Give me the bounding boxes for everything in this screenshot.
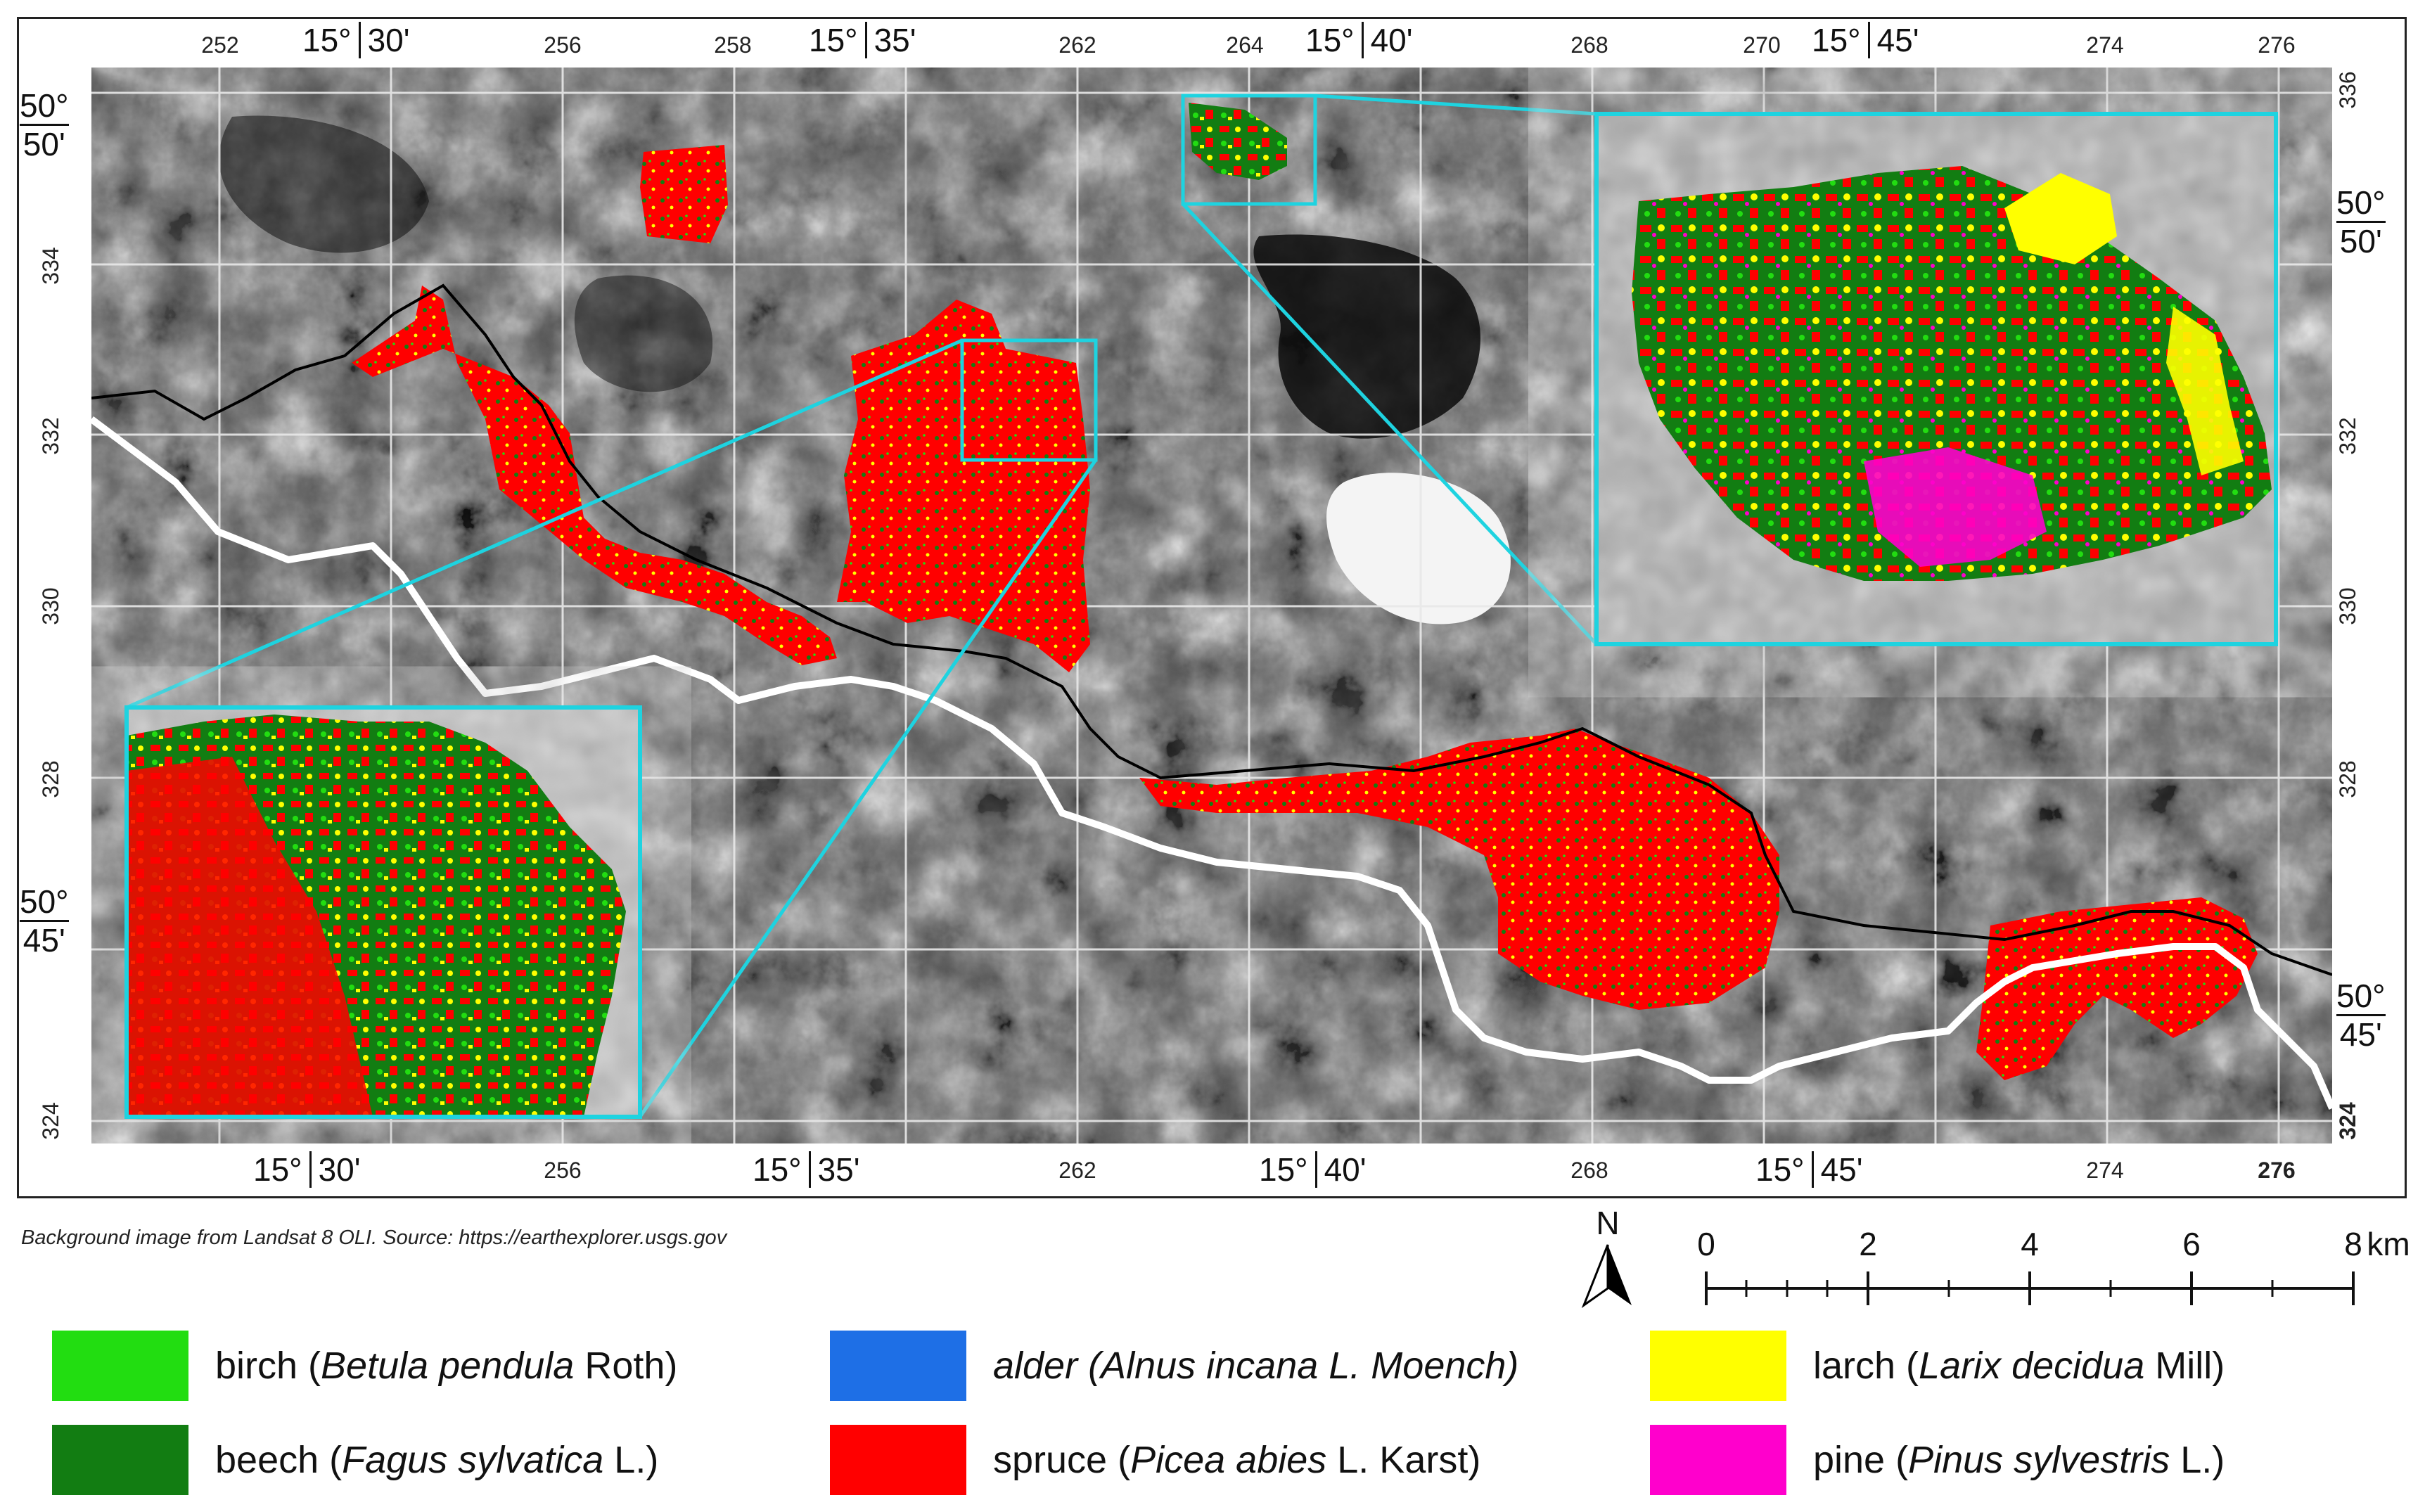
top-tick: 256	[544, 32, 582, 58]
legend-swatch-beech	[52, 1425, 188, 1495]
left-coord: 50° 50'	[20, 87, 69, 162]
dark-forest-area	[219, 115, 429, 253]
legend-item-beech: beech (Fagus sylvatica L.)	[52, 1423, 658, 1497]
legend-item-larch: larch (Larix decidua Mill)	[1650, 1329, 2225, 1402]
forest-patch-southeast	[1139, 729, 1779, 1010]
source-note: Background image from Landsat 8 OLI. Sou…	[21, 1226, 727, 1249]
right-tick: 328	[2335, 760, 2361, 798]
top-coord: 15° 45'	[1812, 22, 1919, 58]
scale-label: 0	[1697, 1226, 1715, 1262]
north-arrow-icon	[1581, 1244, 1632, 1309]
satellite-map	[91, 68, 2332, 1143]
top-tick: 258	[714, 32, 752, 58]
left-tick: 330	[38, 587, 64, 625]
left-tick: 334	[38, 247, 64, 285]
bottom-coord: 15° 30'	[253, 1151, 361, 1188]
top-tick: 268	[1570, 32, 1608, 58]
legend-item-birch: birch (Betula pendula Roth)	[52, 1329, 677, 1402]
bottom-coord: 15° 35'	[753, 1151, 860, 1188]
white-boundary-line	[91, 416, 2332, 1110]
legend-label-larch: larch (Larix decidua Mill)	[1813, 1345, 2225, 1387]
top-coord: 15° 40'	[1305, 22, 1413, 58]
legend-swatch-pine	[1650, 1425, 1786, 1495]
legend-label-alder: alder (Alnus incana L. Moench)	[993, 1345, 1519, 1387]
left-coord: 50° 45'	[20, 883, 69, 959]
legend-label-pine: pine (Pinus sylvestris L.)	[1813, 1439, 2225, 1481]
top-tick: 264	[1226, 32, 1264, 58]
legend-swatch-birch	[52, 1331, 188, 1401]
cloud	[1326, 473, 1511, 624]
zoom-indicators	[125, 94, 1598, 1118]
scale-label: 4	[2021, 1226, 2039, 1262]
top-coord: 15° 35'	[809, 22, 916, 58]
legend-label-birch: birch (Betula pendula Roth)	[215, 1345, 678, 1387]
legend-swatch-alder	[830, 1331, 966, 1401]
top-tick: 252	[201, 32, 239, 58]
zoom-box-north	[1181, 94, 1317, 206]
right-coord: 50° 50'	[2336, 184, 2386, 260]
top-tick: 262	[1058, 32, 1096, 58]
legend-swatch-larch	[1650, 1331, 1786, 1401]
scale-label: 6	[2182, 1226, 2201, 1262]
north-arrow: N	[1581, 1204, 1634, 1309]
bottom-tick: 276	[2258, 1158, 2296, 1183]
left-tick: 324	[38, 1102, 64, 1140]
right-tick: 336	[2335, 71, 2361, 109]
right-tick: 324	[2335, 1102, 2361, 1140]
top-tick: 274	[2086, 32, 2124, 58]
right-coord: 50° 45'	[2336, 978, 2386, 1053]
bottom-coord: 15° 45'	[1755, 1151, 1863, 1188]
forest-patch-west	[352, 286, 837, 665]
right-tick: 332	[2335, 417, 2361, 455]
bottom-tick: 274	[2086, 1158, 2124, 1183]
inset-central-detail	[124, 705, 642, 1119]
border-line	[91, 283, 2332, 976]
scale-label: 8	[2344, 1226, 2362, 1262]
scale-label: 2	[1859, 1226, 1877, 1262]
bottom-tick: 256	[544, 1158, 582, 1183]
top-tick: 270	[1743, 32, 1781, 58]
left-tick: 332	[38, 417, 64, 455]
scale-bar-graphic	[1705, 1271, 2355, 1305]
left-tick: 328	[38, 760, 64, 798]
scale-bar: 0 2 4 6 8 km	[1695, 1224, 2419, 1308]
dark-reservoir	[1253, 234, 1480, 439]
north-label: N	[1596, 1205, 1620, 1241]
scale-unit: km	[2367, 1226, 2410, 1262]
bottom-tick: 262	[1058, 1158, 1096, 1183]
bottom-coord: 15° 40'	[1259, 1151, 1367, 1188]
forest-patches	[352, 103, 2258, 1080]
legend-item-spruce: spruce (Picea abies L. Karst)	[830, 1423, 1480, 1497]
forest-patch-northwest	[640, 145, 728, 243]
legend-item-alder: alder (Alnus incana L. Moench)	[830, 1329, 1518, 1402]
legend-item-pine: pine (Pinus sylvestris L.)	[1650, 1423, 2225, 1497]
zoom-box-central	[960, 338, 1098, 462]
legend-label-beech: beech (Fagus sylvatica L.)	[215, 1439, 659, 1481]
top-tick: 276	[2258, 32, 2296, 58]
top-coord: 15° 30'	[302, 22, 410, 58]
legend-swatch-spruce	[830, 1425, 966, 1495]
forest-patch-north-small	[1189, 103, 1287, 180]
inset-north-detail	[1594, 112, 2278, 646]
bottom-tick: 268	[1570, 1158, 1608, 1183]
right-tick: 330	[2335, 587, 2361, 625]
legend-label-spruce: spruce (Picea abies L. Karst)	[993, 1439, 1481, 1481]
forest-patch-central	[837, 300, 1090, 672]
